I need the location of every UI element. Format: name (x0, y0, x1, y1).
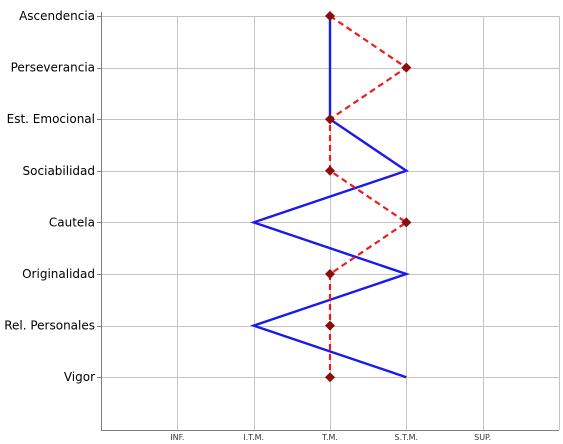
series-2-point (325, 320, 335, 331)
x-tick-label: S.T.M. (395, 433, 419, 442)
series-2-point (401, 62, 412, 73)
y-tick-label: Ascendencia (19, 9, 95, 23)
series-line-2 (328, 15, 409, 378)
series-2-point (325, 114, 335, 125)
y-tick-label: Perseverancia (11, 61, 95, 75)
series-layer (249, 15, 411, 379)
series-2-point (325, 372, 335, 383)
x-tick-label: I.T.M. (243, 433, 264, 442)
y-tick-label: Cautela (49, 215, 95, 229)
label-layer: Ascendencia Perseverancia Est. Emocional So… (4, 9, 491, 442)
x-tick-label: INF. (170, 433, 184, 442)
y-tick-label: Rel. Personales (4, 319, 95, 333)
axis-layer (97, 12, 559, 431)
series-line-1 (249, 16, 411, 379)
x-tick-label: T.M. (321, 433, 338, 442)
series-2-point (325, 11, 335, 21)
marker-layer (325, 11, 412, 383)
x-tick-label: SUP. (474, 433, 491, 442)
y-tick-label: Originalidad (22, 267, 95, 281)
y-tick-label: Sociabilidad (23, 164, 95, 178)
y-tick-label: Vigor (64, 370, 95, 384)
series-2-point (325, 269, 335, 279)
series-2-point (325, 165, 335, 176)
y-tick-label: Est. Emocional (7, 112, 95, 126)
series-2-point (401, 217, 412, 228)
